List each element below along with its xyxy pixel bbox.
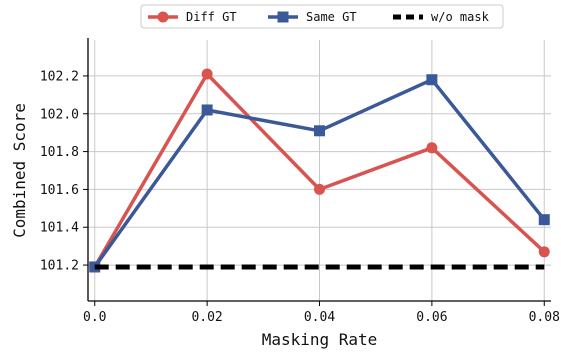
y-tick-label: 101.2 (40, 259, 79, 274)
axes (83, 38, 551, 306)
grid (88, 40, 551, 301)
x-tick-label: 0.04 (304, 310, 335, 325)
y-tick-label: 102.0 (40, 107, 79, 122)
x-tick-label: 0.06 (416, 310, 447, 325)
legend-item: Diff GT (148, 10, 237, 24)
data-point (314, 125, 325, 137)
data-point (314, 183, 325, 195)
y-tick-label: 101.8 (40, 145, 79, 160)
legend-label: w/o mask (431, 10, 490, 24)
data-point (201, 104, 213, 116)
data-point (201, 68, 213, 80)
legend-item: w/o mask (393, 10, 490, 24)
x-tick-label: 0.08 (529, 310, 560, 325)
x-axis-title: Masking Rate (262, 330, 378, 349)
legend-item: Same GT (268, 10, 357, 24)
x-tick-label: 0.0 (83, 310, 106, 325)
x-tick-label: 0.02 (191, 310, 222, 325)
data-point (426, 74, 438, 86)
data-point (538, 246, 550, 258)
y-tick-label: 102.2 (40, 69, 79, 84)
legend: Diff GT Same GT w/o mask (140, 4, 504, 29)
legend-marker (277, 11, 289, 23)
data-point (426, 142, 438, 154)
tick-labels: 0.0 0.02 0.04 0.06 0.08 101.2 101.4 101.6 101.8 1… (40, 69, 560, 325)
legend-label: Diff GT (186, 10, 237, 24)
y-tick-label: 101.6 (40, 183, 79, 198)
legend-label: Same GT (306, 10, 357, 24)
legend-frame (140, 4, 504, 29)
y-tick-label: 101.4 (40, 221, 79, 236)
series-group (89, 68, 550, 273)
data-point (538, 214, 550, 226)
legend-marker (157, 11, 169, 23)
y-axis-title: Combined Score (10, 103, 29, 238)
